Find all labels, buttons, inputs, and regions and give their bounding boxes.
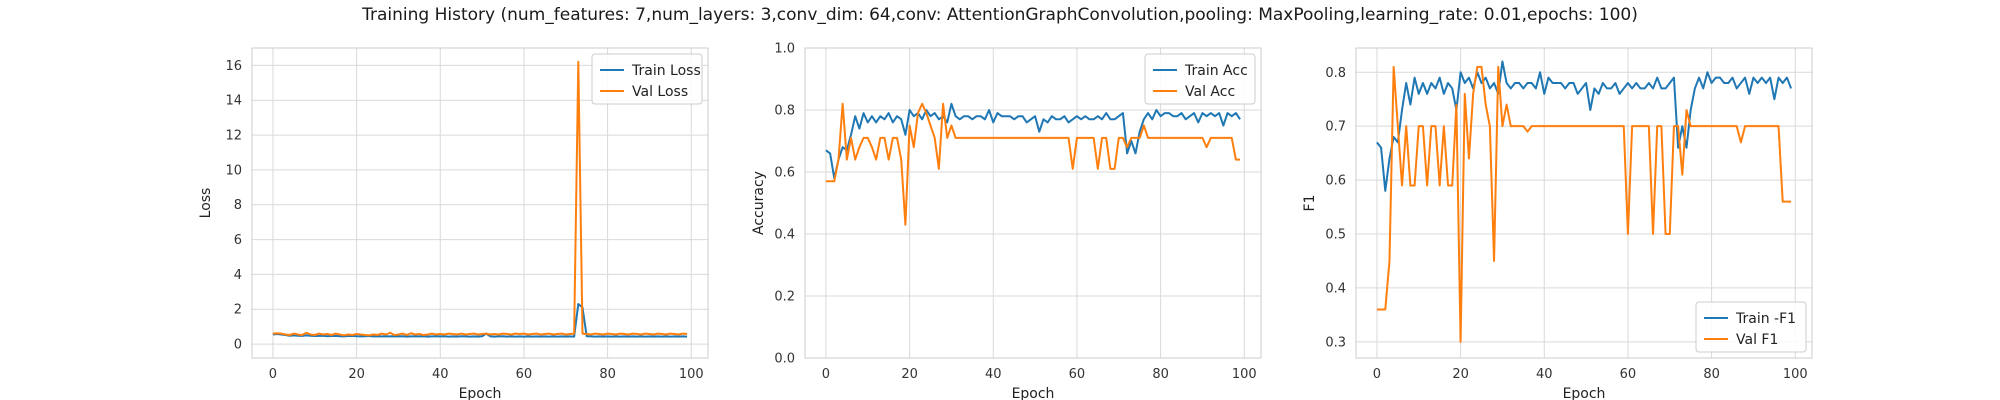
plot-frame [251, 47, 709, 359]
x-axis-label: Epoch [1563, 386, 1606, 400]
x-tick-label: 60 [1069, 367, 1086, 382]
y-tick-label: 1.0 [774, 42, 795, 57]
y-axis-label: Accuracy [751, 171, 767, 235]
y-tick-label: 0.0 [774, 352, 795, 367]
legend-label: Val Acc [1185, 84, 1235, 100]
chart-panel-3: 0 20 40 60 80 100 0.3 0.4 0.5 0.6 0.7 0.8 Epoch F1 Tra… [1302, 47, 1813, 400]
x-tick-label: 60 [1620, 367, 1637, 382]
plot-frame [804, 47, 1262, 359]
y-tick-label: 0.4 [774, 228, 795, 243]
y-tick-label: 0 [234, 338, 242, 353]
series-line-val [1376, 65, 1792, 343]
y-tick-label: 0.8 [774, 104, 795, 119]
x-tick-label: 80 [599, 367, 616, 382]
legend: Train -F1 Val F1 [1695, 301, 1807, 353]
y-tick-label: 2 [234, 303, 242, 318]
figure-title: Training History (num_features: 7,num_la… [362, 5, 1638, 25]
y-tick-label: 8 [234, 198, 242, 213]
y-tick-label: 14 [225, 94, 242, 109]
series-line-train [272, 303, 688, 338]
x-tick-label: 100 [1783, 367, 1808, 382]
x-tick-label: 20 [348, 367, 365, 382]
y-tick-label: 0.2 [774, 290, 795, 305]
y-tick-label: 10 [225, 163, 242, 178]
legend-label: Val Loss [632, 84, 688, 100]
x-tick-label: 60 [516, 367, 533, 382]
y-tick-label: 0.8 [1325, 66, 1346, 81]
y-tick-label: 0.7 [1325, 120, 1346, 135]
x-tick-label: 20 [1452, 367, 1469, 382]
x-tick-label: 0 [822, 367, 830, 382]
x-tick-label: 20 [901, 367, 918, 382]
y-tick-label: 12 [225, 129, 242, 144]
x-tick-label: 40 [432, 367, 449, 382]
legend-label: Train Loss [631, 63, 701, 79]
y-tick-label: 0.3 [1325, 335, 1346, 350]
y-tick-label: 0.5 [1325, 228, 1346, 243]
x-tick-label: 100 [1232, 367, 1257, 382]
legend-label: Train Acc [1184, 63, 1248, 79]
legend-label: Train -F1 [1735, 311, 1796, 327]
series-line-train [1376, 60, 1793, 192]
y-tick-label: 0.6 [774, 166, 795, 181]
series-line-val [272, 60, 688, 337]
legend-label: Val F1 [1736, 332, 1778, 348]
y-tick-label: 16 [225, 59, 242, 74]
x-tick-label: 80 [1152, 367, 1169, 382]
series-line-train [825, 102, 1241, 180]
legend: Train Acc Val Acc [1144, 53, 1256, 105]
x-tick-label: 40 [985, 367, 1002, 382]
series-line-val [825, 102, 1241, 226]
x-axis-label: Epoch [459, 386, 502, 400]
x-tick-label: 100 [679, 367, 704, 382]
x-tick-label: 0 [1373, 367, 1381, 382]
y-axis-label: Loss [198, 188, 214, 219]
x-tick-label: 80 [1703, 367, 1720, 382]
y-tick-label: 0.6 [1325, 174, 1346, 189]
chart-panel-2: 0 20 40 60 80 100 0.0 0.2 0.4 0.6 0.8 1.0 Epoch Accur… [751, 42, 1262, 400]
chart-panel-1: 0 20 40 60 80 100 0 2 4 6 8 10 12 14 16 Epoch Loss Train … [198, 47, 709, 400]
y-tick-label: 0.4 [1325, 281, 1346, 296]
plot-frame [1355, 47, 1813, 359]
legend: Train Loss Val Loss [591, 53, 703, 105]
y-axis-label: F1 [1302, 195, 1318, 212]
y-tick-label: 4 [234, 268, 242, 283]
x-axis-label: Epoch [1012, 386, 1055, 400]
x-tick-label: 40 [1536, 367, 1553, 382]
x-tick-label: 0 [269, 367, 277, 382]
y-tick-label: 6 [234, 233, 242, 248]
